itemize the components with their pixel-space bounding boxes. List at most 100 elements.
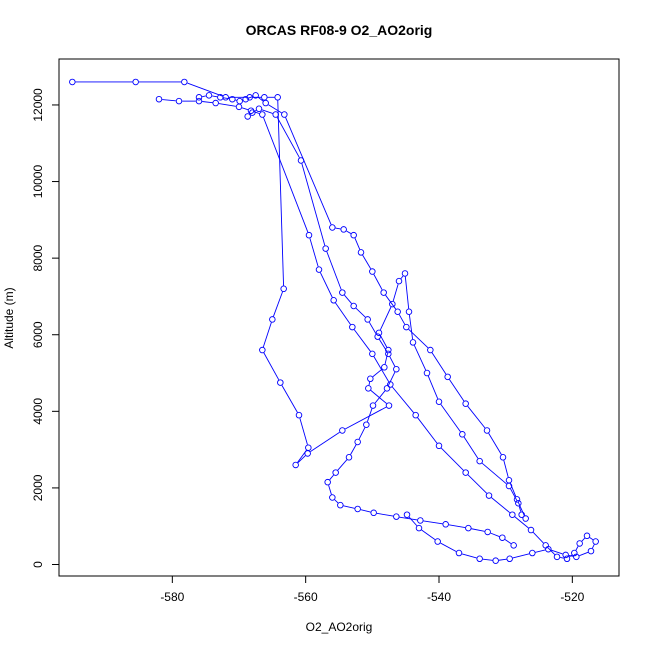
series-0-point: [365, 385, 372, 392]
x-tick-label: -520: [560, 590, 584, 604]
series-0-segment: [281, 385, 298, 413]
series-3-point: [350, 302, 357, 310]
series-3-point: [329, 494, 336, 501]
series-1-point: [529, 549, 536, 557]
series-2-segment: [373, 274, 383, 291]
series-3-segment: [490, 532, 500, 537]
y-tick-label: 8000: [31, 244, 45, 271]
series-3-point: [332, 469, 339, 476]
series-0-segment: [427, 375, 439, 399]
series-3-segment: [326, 251, 342, 290]
series-2-segment: [503, 460, 509, 478]
series-3-point: [465, 524, 472, 532]
series-0-point: [389, 300, 396, 308]
series-3-point: [249, 109, 256, 116]
series-2-segment: [212, 95, 218, 98]
series-0-point: [246, 94, 253, 101]
series-0-segment: [344, 406, 387, 430]
series-0-point: [339, 427, 346, 434]
series-3-segment: [343, 505, 355, 509]
series-1-segment: [319, 272, 333, 298]
series-3-segment: [329, 474, 334, 481]
series-0-point: [280, 285, 287, 293]
series-3-segment: [399, 516, 418, 521]
series-2-point: [329, 224, 336, 231]
series-3-segment: [366, 408, 373, 422]
series-1-segment: [498, 558, 507, 561]
series-0-segment: [392, 284, 399, 302]
series-1-point: [369, 350, 376, 358]
series-3-segment: [378, 339, 388, 352]
series-2-point: [380, 289, 387, 296]
series-1-point: [349, 323, 356, 331]
series-3-point: [354, 505, 361, 513]
series-3-point: [385, 350, 392, 358]
series-1-segment: [581, 537, 586, 542]
series-2-point: [444, 373, 451, 381]
series-0-point: [515, 499, 522, 507]
series-1-segment: [440, 542, 457, 552]
series-0-segment: [408, 314, 414, 340]
series-0-segment: [481, 462, 507, 485]
series-3-segment: [374, 390, 386, 404]
series-0-point: [295, 411, 303, 419]
y-tick-label: 12000: [31, 88, 45, 122]
series-3-point: [442, 521, 449, 528]
series-0-segment: [413, 345, 427, 371]
series-3-segment: [471, 528, 485, 532]
series-2-point: [483, 427, 491, 434]
y-tick-label: 6000: [31, 321, 45, 348]
series-1-segment: [591, 544, 595, 549]
series-2-segment: [268, 104, 282, 114]
series-3-point: [383, 385, 391, 392]
series-1-segment: [241, 107, 249, 111]
series-3-point: [370, 509, 377, 517]
series-1-point: [485, 492, 493, 499]
series-2-point: [505, 477, 513, 484]
series-1-point: [305, 231, 313, 239]
series-0-point: [304, 450, 311, 457]
series-1-point: [576, 540, 583, 547]
series-0-segment: [440, 404, 461, 432]
series-3-segment: [376, 512, 394, 517]
series-0-point: [401, 270, 409, 277]
series-1-segment: [353, 329, 371, 352]
series-0-point: [277, 379, 284, 386]
series-3-segment: [448, 524, 466, 529]
series-2-segment: [362, 254, 372, 270]
series-1-point: [435, 442, 443, 450]
series-0-segment: [510, 488, 518, 501]
series-2-segment: [431, 352, 447, 375]
series-0-point: [405, 308, 413, 316]
series-0-segment: [263, 352, 280, 381]
series-3-segment: [261, 109, 273, 114]
plot-frame: [58, 58, 620, 577]
y-tick-label: 2000: [31, 474, 45, 501]
series-1-point: [235, 103, 243, 111]
series-0-point: [181, 78, 188, 86]
series-0-segment: [187, 82, 223, 97]
series-0-point: [381, 364, 388, 371]
series-2-point: [499, 454, 507, 461]
series-0-segment: [379, 306, 392, 331]
series-3-point: [345, 454, 353, 461]
series-0-point: [261, 94, 268, 101]
series-0-point: [409, 339, 417, 346]
series-2-point: [350, 231, 357, 239]
series-0-point: [69, 78, 76, 86]
series-0-point: [305, 444, 312, 451]
series-3-point: [364, 316, 371, 323]
series-3-point: [417, 517, 424, 524]
x-tick-label: -560: [294, 590, 318, 604]
series-2-segment: [509, 483, 517, 497]
series-1-point: [509, 511, 516, 518]
series-1-segment: [547, 547, 556, 555]
y-tick-label: 0: [31, 561, 45, 568]
series-3-point: [393, 365, 400, 373]
series-layer: [69, 78, 599, 564]
series-3-point: [510, 542, 517, 549]
series-3-segment: [337, 459, 348, 471]
series-3-segment: [350, 444, 357, 455]
series-3-point: [484, 528, 491, 536]
